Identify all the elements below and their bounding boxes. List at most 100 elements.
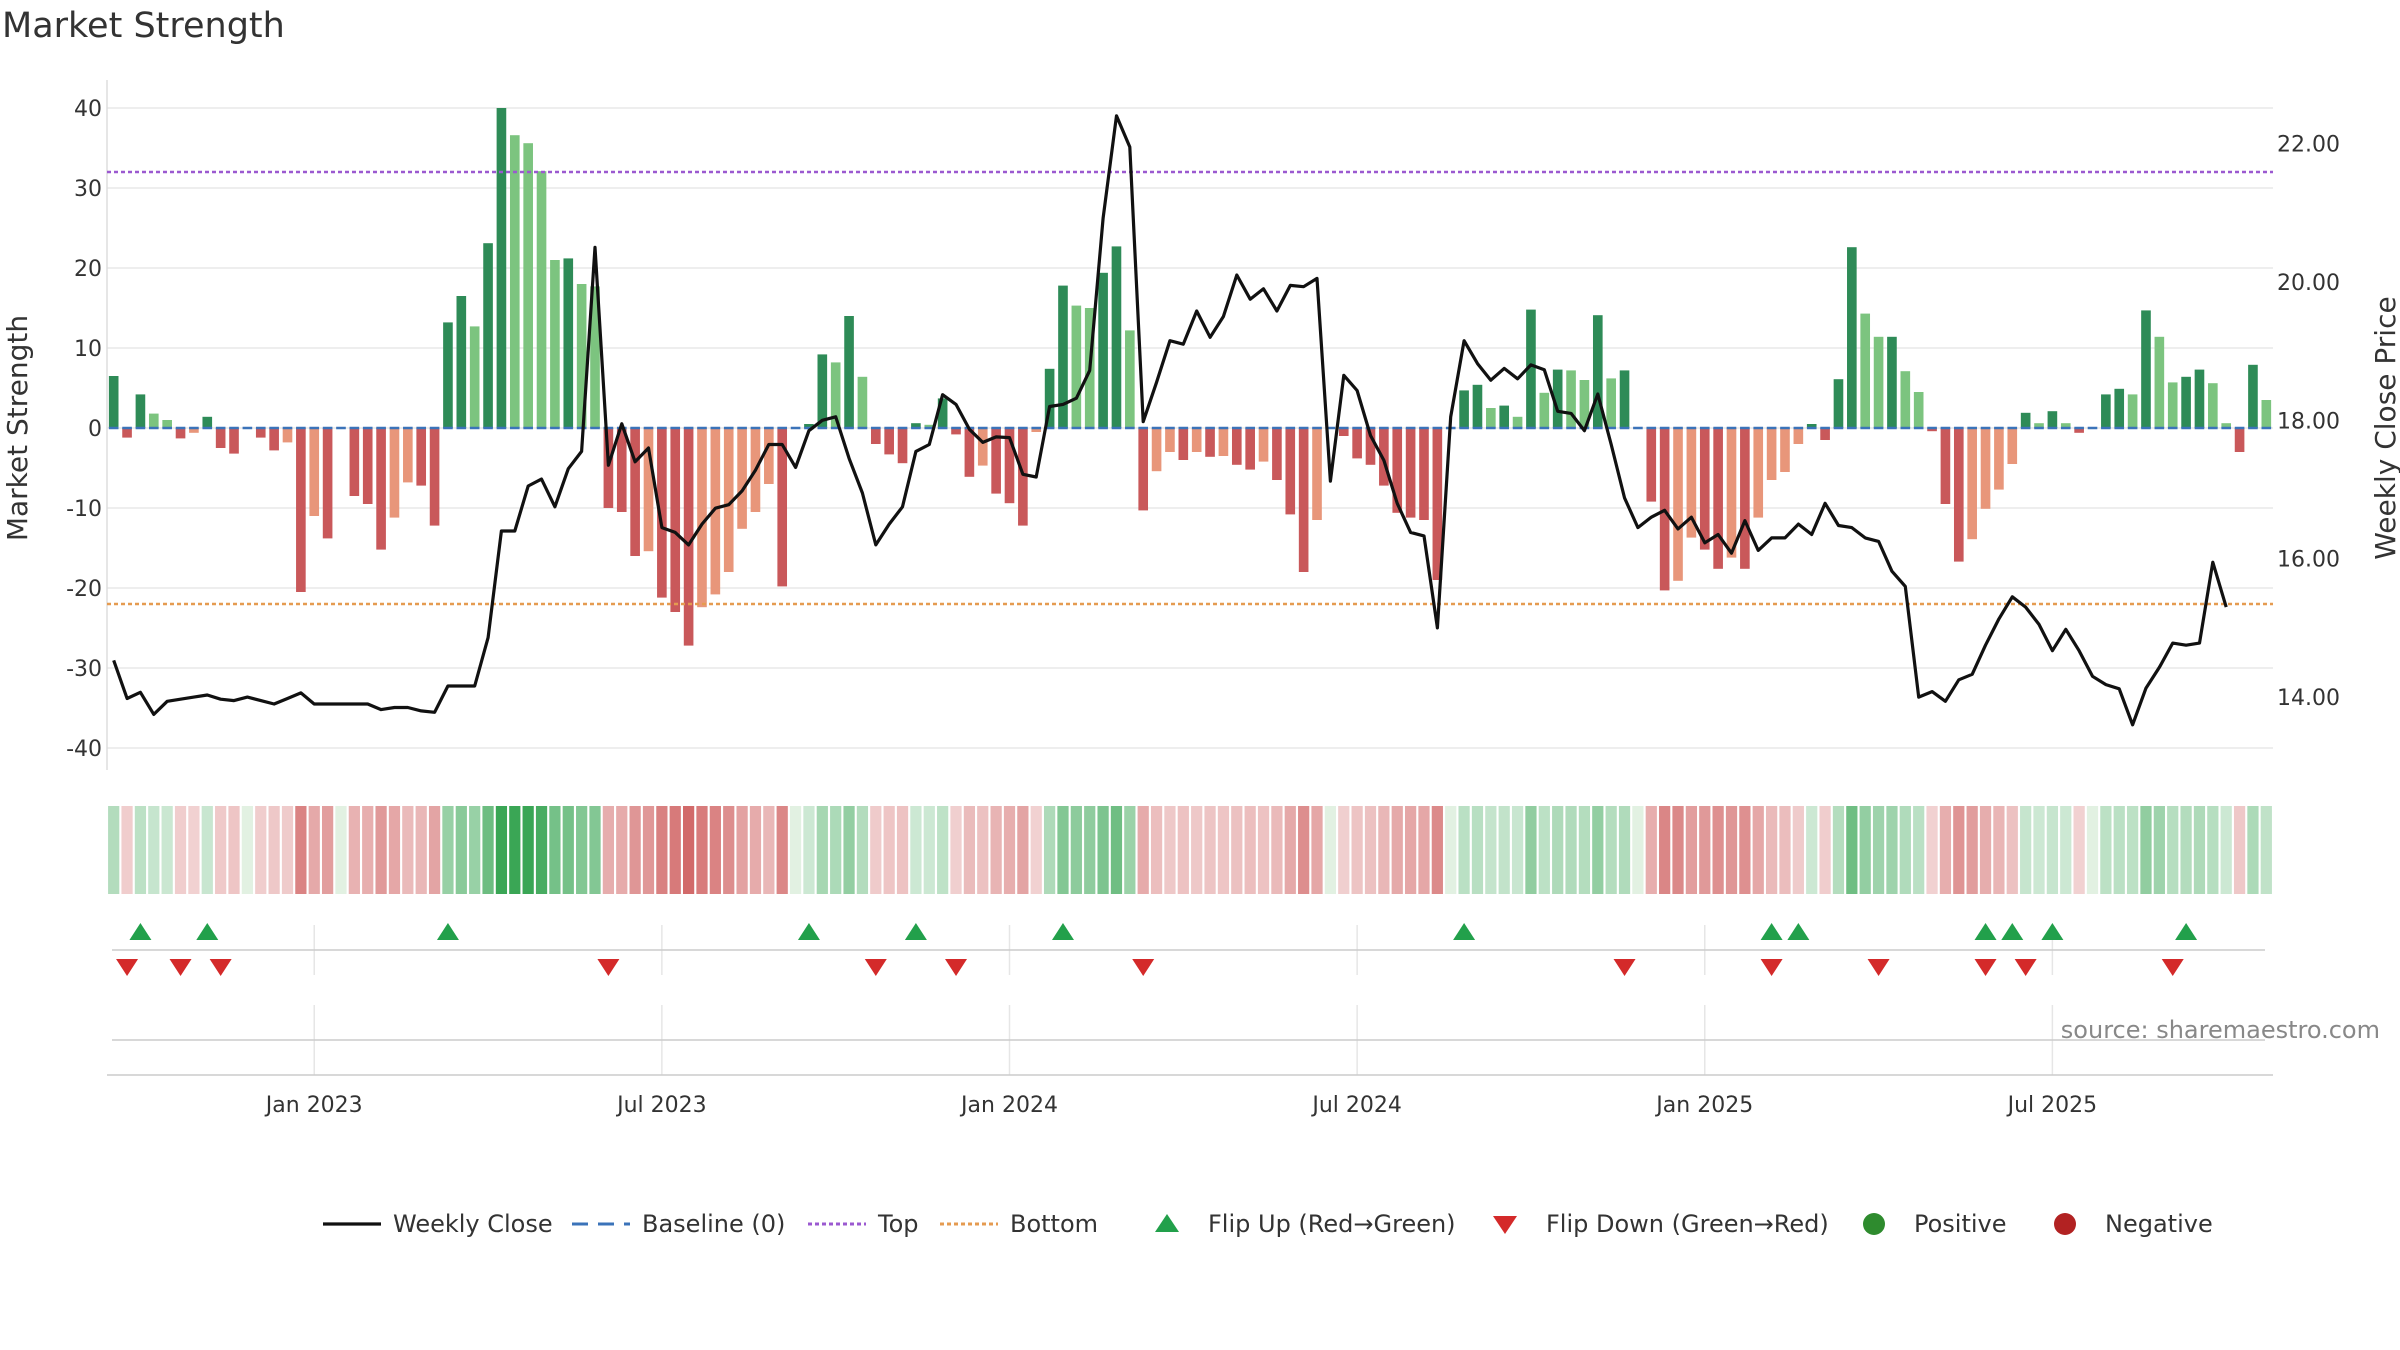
y-axis-title: Market Strength (1, 315, 34, 541)
heat-cell (469, 806, 481, 894)
heat-cell (1485, 806, 1497, 894)
chart-title: Market Strength (2, 6, 285, 46)
x-tick-label: Jan 2024 (959, 1093, 1058, 1118)
heat-cell (870, 806, 882, 894)
strength-bar (2234, 428, 2245, 452)
strength-bar (884, 428, 894, 455)
strength-bar (1820, 428, 1830, 440)
heat-cell (1498, 806, 1510, 894)
strength-bar (937, 398, 948, 428)
strength-bar (1833, 379, 1844, 428)
heat-cell (776, 806, 788, 894)
heat-cell (121, 806, 133, 894)
y2-tick-label: 22.00 (2277, 133, 2340, 158)
heat-cell (1605, 806, 1617, 894)
heat-cell (963, 806, 976, 894)
heat-cell (1525, 806, 1537, 894)
heat-cell (803, 806, 815, 894)
strength-bar (723, 428, 734, 572)
heat-cell (402, 806, 414, 894)
strength-bar (309, 428, 320, 516)
heat-cell (108, 806, 120, 894)
strength-bar (1218, 428, 1229, 456)
heat-cell (656, 806, 668, 894)
heat-cell (2167, 806, 2179, 894)
legend-label: Negative (2105, 1210, 2213, 1238)
strength-bar (2248, 364, 2258, 428)
strength-bar (2261, 400, 2272, 428)
heat-cell (1445, 806, 1457, 894)
heat-cell (669, 806, 681, 894)
strength-bar (1365, 428, 1376, 465)
heat-cell (255, 806, 267, 894)
flip-down-marker (1867, 959, 1890, 976)
strength-bar (456, 296, 467, 428)
flip-down-group (116, 959, 2184, 976)
heat-cell (495, 806, 508, 894)
heat-cell (749, 806, 762, 894)
y-tick-label: -30 (66, 657, 102, 682)
heat-cell (1685, 806, 1698, 894)
source-text: source: sharemaestro.com (2061, 1016, 2380, 1044)
y2-tick-label: 14.00 (2277, 686, 2340, 711)
bars-group (108, 108, 2272, 646)
heat-cell (442, 806, 454, 894)
strength-bar (1298, 428, 1309, 572)
heat-cell (1819, 806, 1831, 894)
strength-bar (1432, 428, 1443, 580)
heat-cell (830, 806, 842, 894)
strength-bar (1673, 428, 1683, 581)
strength-bar (229, 428, 239, 454)
heat-cell (576, 806, 588, 894)
heat-cell (1592, 806, 1604, 894)
heat-cell (589, 806, 601, 894)
heat-cell (1578, 806, 1591, 894)
heat-cell (522, 806, 534, 894)
strength-bar (202, 416, 213, 428)
flip-down-marker (864, 959, 887, 976)
heat-cell (602, 806, 615, 894)
heat-cell (896, 806, 909, 894)
flip-down-marker (1132, 959, 1155, 976)
strength-bar (1766, 428, 1777, 480)
strength-bar (469, 326, 480, 428)
strength-bar (2007, 428, 2018, 464)
heat-cell (161, 806, 173, 894)
heat-cell (2020, 806, 2032, 894)
heat-cell (2073, 806, 2085, 894)
strength-bar (1071, 305, 1082, 428)
strength-bar (710, 428, 721, 595)
strength-bar (255, 428, 266, 438)
strength-bar (911, 423, 921, 428)
heat-cell (1070, 806, 1082, 894)
heat-cell (1645, 806, 1657, 894)
heat-cell (535, 806, 548, 894)
heat-cell (1003, 806, 1016, 894)
strength-bar (1753, 428, 1764, 518)
flip-up-marker (1787, 923, 1810, 940)
strength-bar (2101, 394, 2111, 428)
heat-cell (2140, 806, 2152, 894)
strength-bar (483, 243, 493, 428)
strength-bar (403, 428, 413, 483)
x-tick-label: Jan 2023 (264, 1093, 363, 1118)
strength-bar (2141, 310, 2151, 428)
strength-bar (924, 424, 935, 428)
strength-bar (590, 286, 600, 428)
strength-bar (764, 428, 774, 484)
heat-cell (1712, 806, 1724, 894)
legend-swatch-negative (2054, 1213, 2076, 1235)
heat-cell (1792, 806, 1804, 894)
heat-cell (321, 806, 334, 894)
strength-bar (616, 428, 627, 512)
strength-bar (870, 428, 881, 444)
strength-bar (643, 428, 654, 552)
heat-cell (308, 806, 320, 894)
y-tick-label: 20 (74, 257, 102, 282)
heat-cell (1391, 806, 1403, 894)
strength-bar (657, 428, 667, 598)
legend-swatch-flip-up (1155, 1214, 1179, 1232)
strength-bar (496, 108, 507, 428)
heat-cell (1057, 806, 1069, 894)
